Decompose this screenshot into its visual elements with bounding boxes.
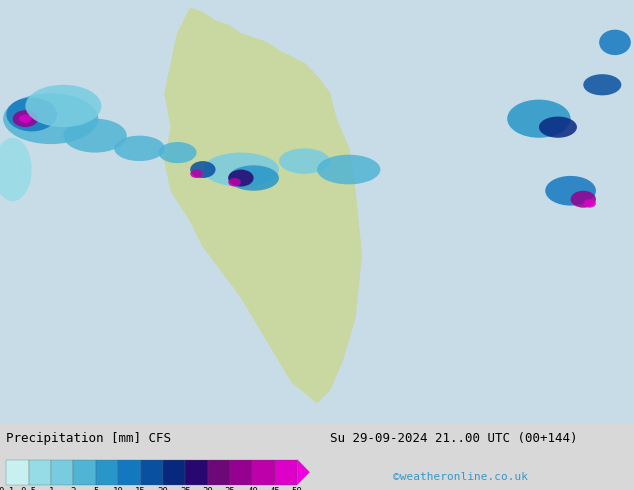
Text: 25: 25 — [180, 488, 191, 490]
Text: 35: 35 — [224, 488, 235, 490]
Ellipse shape — [19, 115, 32, 123]
Polygon shape — [165, 8, 361, 403]
Bar — [252, 460, 275, 485]
Bar — [275, 460, 297, 485]
Ellipse shape — [583, 74, 621, 96]
Text: 0.1: 0.1 — [0, 488, 15, 490]
Ellipse shape — [190, 170, 203, 178]
Ellipse shape — [13, 110, 38, 127]
Ellipse shape — [317, 155, 380, 184]
Ellipse shape — [279, 148, 330, 174]
Ellipse shape — [583, 199, 596, 208]
Ellipse shape — [539, 117, 577, 138]
Ellipse shape — [228, 165, 279, 191]
Ellipse shape — [203, 152, 279, 187]
Text: 40: 40 — [247, 488, 258, 490]
Bar — [96, 460, 118, 485]
Text: 30: 30 — [202, 488, 213, 490]
Bar — [74, 460, 96, 485]
Ellipse shape — [25, 85, 101, 127]
Ellipse shape — [63, 119, 127, 152]
Ellipse shape — [228, 178, 241, 187]
Ellipse shape — [190, 161, 216, 178]
Bar — [51, 460, 74, 485]
Text: Su 29-09-2024 21..00 UTC (00+144): Su 29-09-2024 21..00 UTC (00+144) — [330, 432, 577, 445]
Text: 15: 15 — [135, 488, 146, 490]
Text: 5: 5 — [93, 488, 98, 490]
Bar — [230, 460, 252, 485]
Ellipse shape — [571, 191, 596, 208]
Text: 2: 2 — [71, 488, 76, 490]
Text: 10: 10 — [113, 488, 124, 490]
Ellipse shape — [545, 176, 596, 206]
Text: 20: 20 — [158, 488, 169, 490]
Bar — [141, 460, 163, 485]
Bar — [29, 460, 51, 485]
Bar — [6, 460, 29, 485]
Text: ©weatheronline.co.uk: ©weatheronline.co.uk — [393, 472, 528, 482]
Text: 0.5: 0.5 — [21, 488, 37, 490]
Bar — [163, 460, 185, 485]
Ellipse shape — [3, 93, 98, 144]
Bar — [185, 460, 208, 485]
Ellipse shape — [228, 170, 254, 187]
Text: Precipitation [mm] CFS: Precipitation [mm] CFS — [6, 432, 171, 445]
Text: 50: 50 — [292, 488, 302, 490]
Polygon shape — [297, 460, 309, 485]
Ellipse shape — [158, 142, 197, 163]
Bar — [118, 460, 141, 485]
Ellipse shape — [6, 98, 57, 131]
Ellipse shape — [0, 138, 32, 201]
Text: 45: 45 — [269, 488, 280, 490]
Text: 1: 1 — [48, 488, 54, 490]
Ellipse shape — [114, 136, 165, 161]
Bar — [208, 460, 230, 485]
Ellipse shape — [507, 99, 571, 138]
Ellipse shape — [599, 30, 631, 55]
